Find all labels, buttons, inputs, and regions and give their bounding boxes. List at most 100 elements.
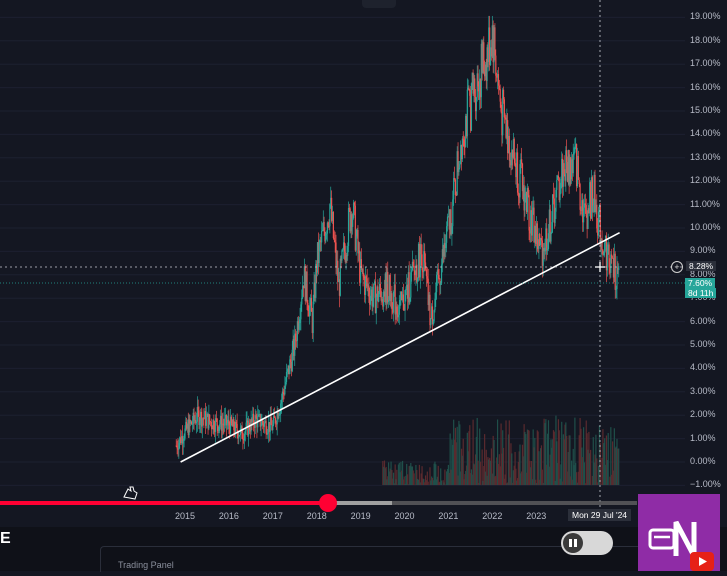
candle-body bbox=[242, 439, 243, 440]
y-tick-label: 19.00% bbox=[690, 11, 721, 21]
candle-body bbox=[345, 255, 346, 261]
candle-body bbox=[468, 88, 469, 91]
candle-body bbox=[255, 415, 256, 418]
candle-body bbox=[596, 205, 597, 229]
plus-icon[interactable]: + bbox=[671, 261, 683, 273]
candle-body bbox=[573, 152, 574, 155]
candle-body bbox=[471, 83, 472, 131]
y-tick-label: 0.00% bbox=[690, 456, 716, 466]
volume-bar bbox=[477, 461, 478, 485]
candle-body bbox=[593, 206, 594, 213]
candle-body bbox=[438, 275, 439, 279]
candle-body bbox=[370, 296, 371, 305]
candle-body bbox=[199, 422, 200, 425]
candle-body bbox=[454, 178, 455, 179]
y-tick-label: 18.00% bbox=[690, 35, 721, 45]
hand-cursor-icon bbox=[124, 487, 137, 499]
candle-body bbox=[209, 415, 210, 422]
candle-body bbox=[245, 431, 246, 434]
candle-body bbox=[329, 204, 330, 226]
trading-panel-frame bbox=[100, 546, 641, 572]
candle-body bbox=[433, 321, 434, 324]
candle-body bbox=[404, 290, 405, 311]
candle-body bbox=[373, 284, 374, 298]
volume-bar bbox=[438, 466, 439, 485]
candle-body bbox=[498, 74, 499, 86]
progress-scrubber[interactable] bbox=[319, 494, 337, 512]
candle-body bbox=[301, 298, 302, 305]
candle-body bbox=[354, 202, 355, 205]
volume-bar bbox=[509, 420, 510, 485]
candle-body bbox=[440, 284, 441, 285]
candle-body bbox=[357, 230, 358, 253]
candle-body bbox=[616, 268, 617, 289]
candle-body bbox=[601, 239, 602, 250]
crosshair-cursor-icon bbox=[595, 262, 605, 272]
y-tick-label: 13.00% bbox=[690, 152, 721, 162]
candle-body bbox=[196, 422, 197, 424]
pause-toggle[interactable] bbox=[561, 531, 613, 555]
candle-body bbox=[413, 262, 414, 266]
candle-body bbox=[615, 254, 616, 290]
youtube-icon[interactable] bbox=[690, 552, 714, 571]
x-tick-label: 2018 bbox=[307, 511, 327, 521]
candle-body bbox=[495, 56, 496, 76]
candle-body bbox=[494, 27, 495, 55]
candle-body bbox=[283, 392, 284, 393]
volume-bar bbox=[407, 474, 408, 485]
candle-body bbox=[237, 424, 238, 432]
y-tick-label: 11.00% bbox=[690, 199, 720, 209]
candle-body bbox=[285, 382, 286, 386]
candle-body bbox=[521, 159, 522, 163]
candle-body bbox=[504, 99, 505, 117]
candle-body bbox=[427, 276, 428, 278]
candle-body bbox=[598, 212, 599, 236]
candle-body bbox=[211, 422, 212, 427]
candle-body bbox=[284, 386, 285, 394]
candle-body bbox=[463, 139, 464, 140]
candle-body bbox=[436, 275, 437, 293]
volume-bar bbox=[428, 482, 429, 485]
candle-body bbox=[524, 194, 525, 211]
candle-body bbox=[178, 443, 179, 450]
candle-body bbox=[363, 276, 364, 278]
candle-body bbox=[388, 300, 389, 302]
candle-body bbox=[558, 176, 559, 178]
candle-body bbox=[499, 86, 500, 89]
volume-bar bbox=[584, 462, 585, 485]
candle-body bbox=[387, 272, 388, 302]
candle-body bbox=[532, 212, 533, 235]
candle-body bbox=[239, 435, 240, 436]
candle-body bbox=[426, 270, 427, 277]
candle-body bbox=[279, 413, 280, 415]
candle-body bbox=[340, 259, 341, 296]
candle-body bbox=[467, 90, 468, 137]
candle-body bbox=[417, 278, 418, 282]
volume-layer bbox=[382, 416, 619, 485]
candle-body bbox=[233, 419, 234, 430]
candle-body bbox=[403, 294, 404, 310]
candle-body bbox=[553, 194, 554, 198]
candle-body bbox=[306, 271, 307, 302]
trading-panel-label[interactable]: Trading Panel bbox=[118, 560, 174, 570]
volume-bar bbox=[419, 465, 420, 485]
candle-body bbox=[476, 97, 477, 111]
candle-body bbox=[217, 419, 218, 426]
candle-body bbox=[441, 265, 442, 284]
candle-body bbox=[462, 139, 463, 159]
candle-body bbox=[361, 259, 362, 270]
candle-body bbox=[585, 203, 586, 205]
candle-body bbox=[267, 433, 268, 434]
volume-bar bbox=[463, 439, 464, 485]
candle-body bbox=[409, 298, 410, 303]
candle-body bbox=[547, 249, 548, 251]
candle-body bbox=[241, 426, 242, 438]
candle-body bbox=[290, 359, 291, 361]
candle-body bbox=[424, 251, 425, 262]
candle-body bbox=[519, 164, 520, 197]
volume-bar bbox=[441, 480, 442, 485]
top-handle[interactable] bbox=[362, 0, 396, 8]
candle-body bbox=[566, 150, 567, 162]
